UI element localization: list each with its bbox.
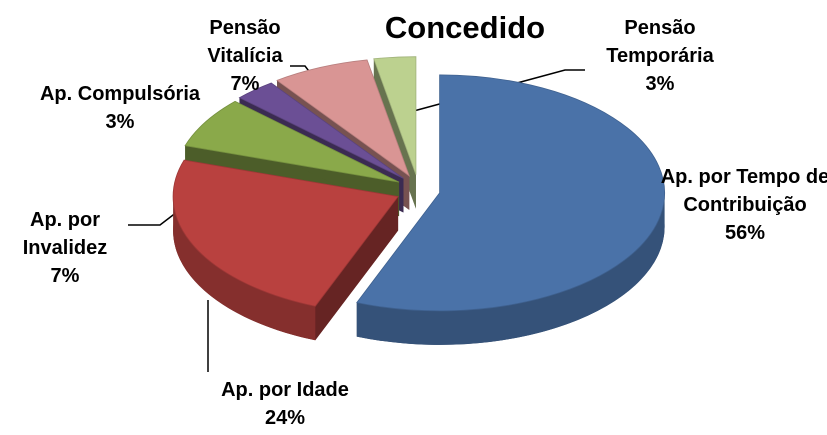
slice-top	[172, 159, 399, 307]
slice-label: Pensão Vitalícia 7%	[180, 14, 310, 98]
slice-rim	[173, 196, 316, 341]
value-label: 7%	[230, 73, 260, 95]
slice-label: Pensão Temporária 3%	[580, 14, 740, 98]
category-name: Ap. por Idade	[221, 379, 349, 401]
slice-top	[276, 59, 411, 177]
slice-top	[356, 74, 665, 312]
category-name: Ap. por Tempo de Contribuição	[660, 166, 827, 216]
value-label: 3%	[105, 111, 135, 133]
slice	[172, 159, 399, 341]
slice-label: Ap. Compulsória 3%	[35, 80, 205, 136]
slice-label: Ap. por Idade 24%	[195, 376, 375, 432]
slice-top	[238, 82, 404, 179]
value-label: 7%	[50, 265, 80, 287]
slice-rim	[356, 192, 665, 345]
slice-label: Ap. por Tempo de Contribuição 56%	[658, 163, 827, 247]
slice	[356, 74, 665, 345]
slice-wall	[315, 196, 399, 341]
slice-label: Ap. por Invalidez 7%	[0, 206, 130, 290]
slice-top	[373, 56, 417, 175]
category-name: Ap. Compulsória	[39, 83, 200, 105]
value-label: 56%	[724, 222, 766, 244]
category-name: Pensão Temporária	[606, 17, 714, 67]
value-label: 24%	[264, 407, 306, 429]
chart-title: Concedido	[384, 10, 546, 45]
category-name: Ap. por Invalidez	[22, 209, 108, 259]
slice-top	[184, 100, 400, 183]
category-name: Pensão Vitalícia	[207, 17, 283, 67]
value-label: 3%	[645, 73, 675, 95]
